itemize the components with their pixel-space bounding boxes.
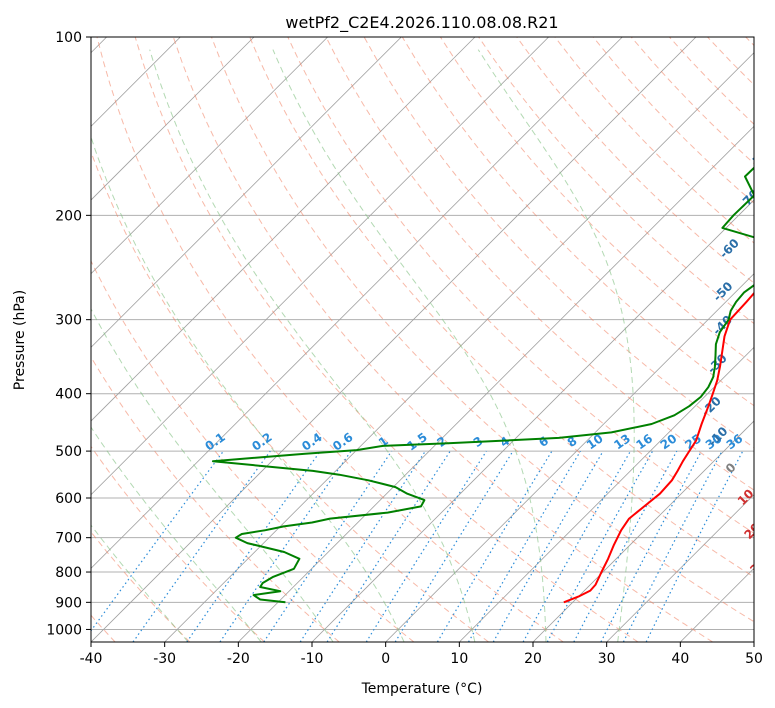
isotherm-line xyxy=(91,37,697,642)
y-tick-label: 500 xyxy=(55,444,82,460)
x-tick-label: 40 xyxy=(671,651,689,667)
profile-series xyxy=(211,166,754,604)
isotherm-value-label-red: 30 xyxy=(747,555,769,577)
y-axis-label: Pressure (hPa) xyxy=(12,290,28,390)
moist-adiabat-line xyxy=(91,308,334,642)
isotherm-line xyxy=(91,37,402,348)
dry-adiabat-line xyxy=(287,37,754,534)
isotherm-line xyxy=(459,346,754,642)
y-tick-label: 100 xyxy=(55,30,82,46)
dry-adiabat-line xyxy=(91,259,415,642)
x-tick-label: 0 xyxy=(381,651,390,667)
mixing-ratio-line xyxy=(299,450,426,642)
dry-adiabat-line xyxy=(325,37,754,491)
dry-adiabat-line xyxy=(211,37,754,623)
isotherm-line xyxy=(91,37,623,569)
x-tick-label: 50 xyxy=(745,651,763,667)
mixing-ratio-line xyxy=(467,450,581,642)
isotherm-line xyxy=(385,273,754,642)
mixing-ratio-line xyxy=(600,450,703,642)
mixing-ratio-line xyxy=(263,450,393,642)
isotherm-line xyxy=(606,494,754,642)
dry-adiabat-line xyxy=(172,37,713,642)
isotherm-line xyxy=(91,37,328,275)
isotherm-line xyxy=(238,125,754,642)
plot-frame xyxy=(90,36,755,643)
chart-title: wetPf2_C2E4.2026.110.08.08.R21 xyxy=(285,13,558,33)
isotherm-line xyxy=(91,37,549,496)
dewpoint-profile-line xyxy=(211,166,754,604)
dry-adiabat-line xyxy=(91,445,265,642)
mixing-ratio-line xyxy=(394,450,514,642)
x-axis-ticks: -40 -30 -20 -10 0 10 20 30 40 50 xyxy=(80,642,763,667)
x-tick-label: 10 xyxy=(450,651,468,667)
pressure-gridlines xyxy=(91,37,754,630)
plot-area xyxy=(91,37,754,642)
dry-adiabat-line xyxy=(96,37,564,642)
moist-adiabat-line xyxy=(91,426,262,642)
x-tick-label: 20 xyxy=(524,651,542,667)
isotherm-line xyxy=(91,37,476,422)
x-tick-label: -10 xyxy=(301,651,324,667)
y-tick-label: 1000 xyxy=(46,622,82,638)
mixing-ratio-line xyxy=(219,450,352,642)
moist-adiabat-line xyxy=(91,135,405,642)
x-axis-label: Temperature (°C) xyxy=(361,681,483,697)
temperature-profile-line xyxy=(563,291,754,604)
y-tick-label: 700 xyxy=(55,531,82,547)
y-tick-label: 800 xyxy=(55,565,82,581)
isotherm-line xyxy=(91,37,255,201)
isotherm-line xyxy=(164,52,754,642)
mixing-ratio-line xyxy=(573,450,678,642)
dry-adiabat-line xyxy=(249,37,754,578)
mixing-ratio-line xyxy=(436,450,553,642)
x-tick-label: 30 xyxy=(598,651,616,667)
dry-adiabat-line xyxy=(134,37,639,642)
y-tick-label: 200 xyxy=(55,208,82,224)
x-tick-label: -30 xyxy=(153,651,176,667)
y-tick-label: 300 xyxy=(55,313,82,329)
background-lines xyxy=(91,37,754,642)
moist-adiabat-line xyxy=(477,49,635,642)
moist-adiabat-line xyxy=(149,49,476,642)
moist-adiabat-line xyxy=(272,49,547,642)
mixing-ratio-line xyxy=(365,450,487,642)
dry-adiabat-line xyxy=(516,37,754,284)
x-tick-label: -40 xyxy=(80,651,103,667)
mixing-ratio-line xyxy=(326,450,451,642)
x-tick-label: -20 xyxy=(227,651,250,667)
y-tick-label: 600 xyxy=(55,491,82,507)
mixing-ratio-line xyxy=(186,450,321,642)
y-tick-label: 400 xyxy=(55,387,82,403)
isotherm-line xyxy=(532,420,754,642)
y-tick-label: 900 xyxy=(55,595,82,611)
y-axis-ticks: 100 200 300 400 500 600 700 800 900 1000 xyxy=(46,30,91,638)
isotherm-value-label: -80 xyxy=(747,139,772,164)
